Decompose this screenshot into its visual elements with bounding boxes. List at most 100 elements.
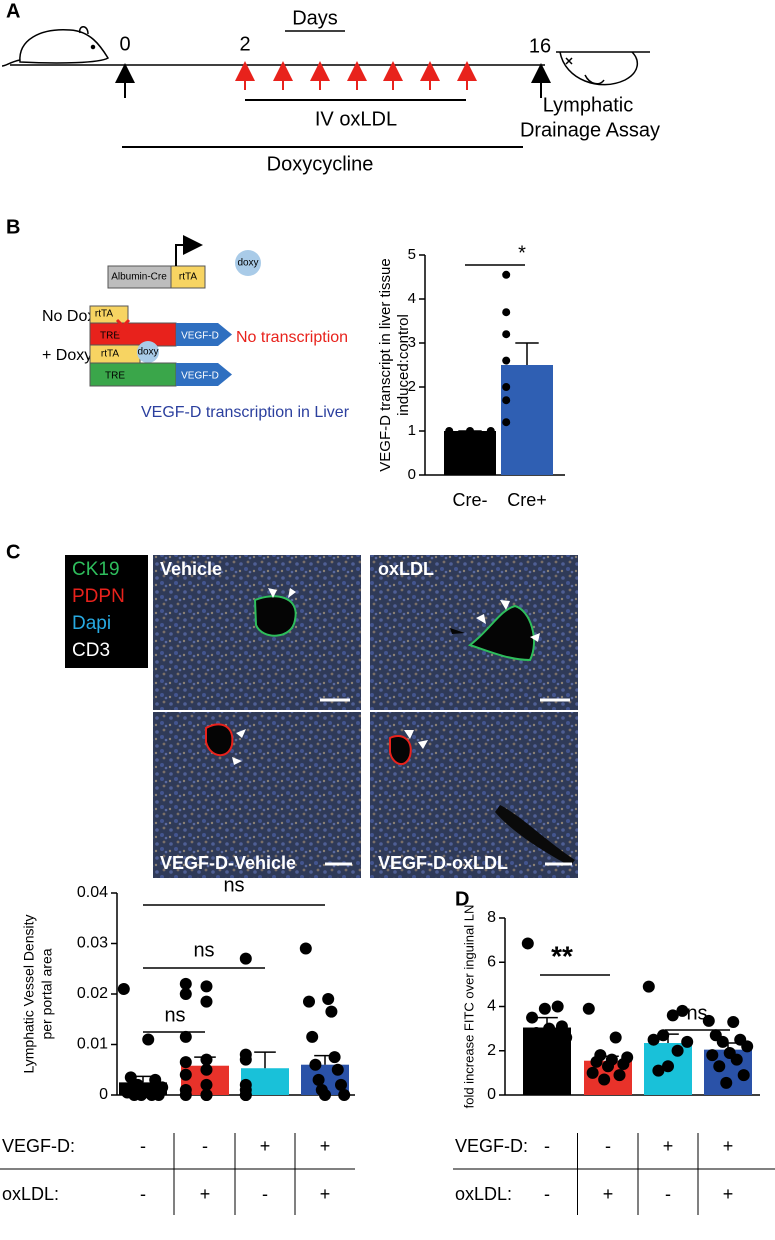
- data-point: [598, 1073, 611, 1086]
- data-point: [582, 1002, 595, 1015]
- data-point: [662, 1060, 674, 1073]
- y-tick-label: 0.01: [77, 1036, 108, 1053]
- y-tick-label: 0.03: [77, 935, 108, 952]
- data-point: [609, 1031, 622, 1044]
- data-point: [617, 1058, 630, 1071]
- data-point: [676, 1004, 689, 1017]
- condition-value: +: [320, 1136, 331, 1156]
- data-point: [657, 1029, 670, 1042]
- data-point: [560, 1031, 573, 1044]
- data-point: [538, 1002, 551, 1015]
- condition-value: -: [262, 1184, 268, 1204]
- legend-entry: CD3: [72, 640, 110, 661]
- micrograph: Vehicle: [153, 555, 361, 710]
- data-point: [502, 396, 511, 405]
- y-axis-label: Lymphatic Vessel Density: [21, 915, 37, 1074]
- data-point: [322, 993, 335, 1006]
- legend-entry: Dapi: [72, 613, 111, 634]
- y-axis-label: induced:control: [395, 314, 412, 416]
- data-point: [179, 1056, 192, 1069]
- y-tick-label: 1: [408, 422, 416, 439]
- data-point: [179, 1068, 192, 1081]
- data-point: [239, 1053, 252, 1066]
- data-point: [135, 1089, 148, 1101]
- data-point: [502, 308, 511, 317]
- arrows: [115, 61, 551, 98]
- activator-label: rtTA: [179, 272, 197, 283]
- data-point: [200, 1089, 213, 1101]
- significance-label: ns: [686, 1002, 707, 1024]
- condition-value: +: [260, 1136, 271, 1156]
- doxy-circle: [235, 250, 261, 276]
- micrograph: VEGF-D-oxLDL: [370, 712, 578, 878]
- condition-value: +: [723, 1184, 734, 1204]
- data-point: [117, 982, 130, 995]
- condition-value: +: [723, 1136, 734, 1156]
- mouse-icon: [1, 26, 110, 67]
- y-tick-label: 0.04: [77, 884, 108, 901]
- condition-value: -: [665, 1184, 671, 1204]
- data-point: [338, 1089, 351, 1101]
- data-point: [534, 1040, 547, 1053]
- legend: CK19 PDPN Dapi CD3: [72, 559, 125, 661]
- data-point: [306, 1030, 319, 1043]
- data-point: [586, 1066, 599, 1079]
- significance-label: ns: [223, 874, 244, 896]
- data-point: [543, 1022, 556, 1035]
- data-point: [555, 1020, 568, 1033]
- data-point: [303, 995, 315, 1008]
- data-point: [149, 1073, 162, 1086]
- data-point: [716, 1035, 729, 1048]
- promoter-arrow: [175, 235, 203, 266]
- timeline-title: Days: [292, 7, 338, 29]
- caption: VEGF-D transcription in Liver: [141, 404, 350, 421]
- data-point: [335, 1078, 347, 1091]
- data-point: [702, 1014, 715, 1027]
- data-point: [526, 1011, 539, 1024]
- data-point: [486, 427, 495, 435]
- data-point: [590, 1055, 603, 1068]
- data-point: [200, 1078, 213, 1091]
- data-point: [502, 356, 511, 365]
- data-point: [530, 1027, 543, 1040]
- data-point: [179, 1030, 192, 1043]
- condition-label: oxLDL:: [455, 1184, 512, 1204]
- gene-arrow: [176, 363, 232, 386]
- data-point: [239, 952, 252, 965]
- data-point: [142, 1033, 155, 1046]
- data-point: [200, 1063, 213, 1076]
- doxy-label: doxy: [137, 347, 158, 358]
- day-label: 16: [529, 35, 551, 57]
- y-tick-label: 8: [487, 909, 496, 926]
- condition-label: No Doxy: [42, 308, 103, 325]
- gene-label: VEGF-D: [181, 331, 219, 342]
- image-label: VEGF-D-oxLDL: [378, 853, 508, 873]
- significance-label: ns: [193, 939, 214, 961]
- condition-value: -: [202, 1136, 208, 1156]
- data-point: [200, 980, 213, 993]
- bar: [501, 365, 553, 475]
- condition-label: + Doxy: [42, 347, 92, 364]
- data-point: [328, 1051, 341, 1064]
- condition-value: +: [663, 1136, 674, 1156]
- micrograph: oxLDL: [370, 555, 578, 710]
- data-point: [325, 1005, 338, 1018]
- promoter-box: [89, 362, 177, 387]
- error-bar: [254, 1051, 276, 1069]
- image-label: VEGF-D-Vehicle: [160, 853, 296, 873]
- condition-value: -: [140, 1184, 146, 1204]
- data-point: [466, 427, 474, 435]
- data-point: [521, 937, 534, 950]
- data-point: [720, 1076, 733, 1089]
- data-point: [671, 1044, 684, 1057]
- assay-label: Drainage Assay: [520, 119, 660, 141]
- data-point: [502, 418, 511, 427]
- y-axis-label: per portal area: [39, 948, 55, 1039]
- y-tick-label: 0: [99, 1086, 108, 1103]
- drug-label: Doxycycline: [267, 153, 374, 175]
- day-label: 2: [239, 33, 250, 55]
- doxy-circle: [137, 341, 159, 363]
- activator-box: [170, 265, 206, 289]
- promoter-label: TRE: [105, 371, 125, 382]
